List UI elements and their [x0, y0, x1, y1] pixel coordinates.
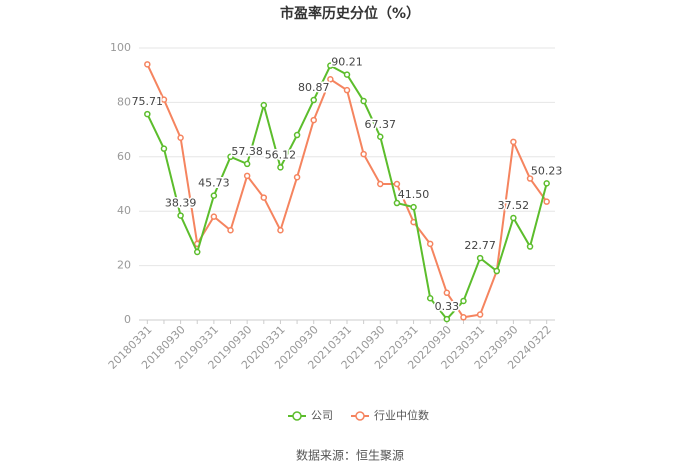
point	[193, 248, 201, 256]
data-label: 38.39	[165, 197, 197, 210]
point	[327, 76, 334, 83]
point	[210, 192, 218, 199]
point	[144, 61, 151, 68]
point	[310, 116, 317, 124]
point	[243, 172, 251, 180]
legend-label: 公司	[311, 409, 333, 422]
y-tick-label: 20	[117, 259, 131, 272]
point	[243, 160, 251, 168]
point	[543, 180, 550, 187]
point	[443, 289, 451, 297]
legend-label: 行业中位数	[374, 408, 429, 422]
point	[543, 198, 550, 205]
point	[377, 180, 384, 188]
source: 数据来源：恒生聚源	[296, 448, 404, 463]
line	[146, 64, 548, 321]
y-tick-label: 0	[124, 313, 131, 326]
point	[476, 311, 484, 318]
data-label: 41.50	[398, 188, 430, 201]
data-label: 50.23	[531, 164, 563, 177]
point	[426, 240, 434, 248]
point	[277, 164, 284, 171]
y-tick-label: 100	[110, 41, 131, 54]
point	[177, 212, 184, 219]
point	[393, 180, 401, 188]
point	[160, 145, 168, 152]
data-label: 57.38	[231, 145, 263, 158]
data-label: 0.33	[435, 300, 460, 313]
point	[227, 153, 234, 161]
point	[426, 294, 434, 302]
point	[526, 243, 534, 250]
data-label: 90.21	[331, 56, 363, 69]
legend-marker	[355, 411, 365, 421]
point	[510, 138, 517, 146]
point	[293, 173, 301, 181]
point	[476, 254, 484, 262]
point	[260, 194, 268, 201]
point	[460, 314, 467, 321]
point	[460, 297, 467, 305]
point	[277, 226, 284, 234]
data-label: 75.71	[132, 95, 164, 108]
data-label: 22.77	[464, 239, 496, 252]
point	[293, 131, 301, 139]
legend-marker	[292, 411, 302, 421]
point	[360, 97, 367, 105]
point	[510, 214, 517, 222]
point	[526, 175, 534, 182]
point	[144, 110, 151, 118]
point	[393, 199, 401, 207]
chart-title: 市盈率历史分位（%）	[280, 5, 420, 22]
y-tick-label: 80	[117, 95, 131, 108]
point	[310, 96, 317, 104]
data-label: 37.52	[498, 199, 530, 212]
point	[410, 203, 417, 211]
point	[160, 96, 168, 103]
point	[360, 150, 367, 158]
y-tick-label: 60	[117, 150, 131, 163]
point	[343, 86, 351, 94]
point	[327, 62, 334, 69]
data-label: 67.37	[365, 118, 397, 131]
data-label: 80.87	[298, 81, 330, 94]
point	[227, 226, 234, 234]
point	[343, 71, 351, 78]
point	[210, 213, 218, 220]
point	[443, 315, 451, 323]
point	[377, 133, 384, 141]
point	[493, 267, 501, 275]
y-tick-label: 40	[117, 204, 131, 217]
data-label: 45.73	[198, 177, 230, 190]
point	[177, 134, 184, 142]
data-label: 56.12	[265, 148, 297, 161]
point	[260, 101, 268, 109]
